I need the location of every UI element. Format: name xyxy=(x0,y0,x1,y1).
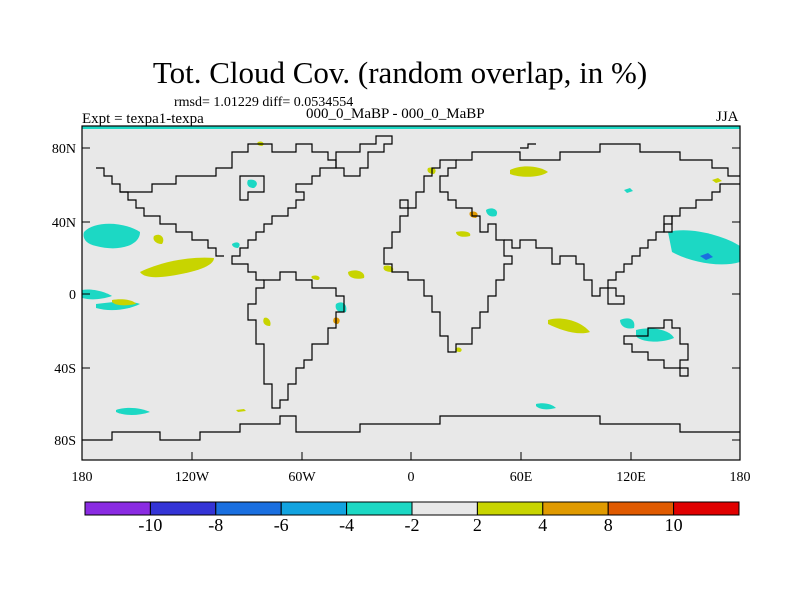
colorbar-box xyxy=(542,501,609,516)
patch-south-atlantic xyxy=(236,409,246,412)
lon-label: 120W xyxy=(175,470,210,485)
colorbar-label: -10 xyxy=(138,515,163,535)
lon-label: 0 xyxy=(408,470,415,485)
coast-arctic-island xyxy=(520,143,536,149)
colorbar-label: 10 xyxy=(664,515,683,535)
lat-label: 80N xyxy=(52,142,76,157)
lat-label: 40S xyxy=(54,362,76,377)
colorbar-label: -6 xyxy=(273,515,289,535)
coast-tasmania xyxy=(679,367,689,377)
coast-na-west xyxy=(120,191,224,257)
patch-siberia xyxy=(624,188,633,193)
lat-label: 80S xyxy=(54,434,76,449)
patch-hudson xyxy=(247,179,257,188)
lon-label: 180 xyxy=(730,470,751,485)
colorbar-box xyxy=(84,501,151,516)
comparison-subtitle: 000_0_MaBP - 000_0_MaBP xyxy=(306,106,485,122)
colorbar-label: -8 xyxy=(208,515,224,535)
lon-label: 180 xyxy=(72,470,93,485)
patch-atlantic-itcz xyxy=(348,270,365,279)
colorbar-box xyxy=(149,501,217,516)
rmsd-diff-stats: rmsd= 1.01229 diff= 0.0534554 xyxy=(174,95,354,110)
map-background xyxy=(82,126,740,460)
lat-labels: 80N 40N 0 40S 80S xyxy=(52,142,76,449)
coast-greenland xyxy=(335,135,393,177)
experiment-label: Expt = texpa1-texpa xyxy=(82,111,204,127)
lon-labels: 180 120W 60W 0 60E 120E 180 xyxy=(72,470,751,485)
anomaly-patches xyxy=(82,141,740,415)
colorbar-box xyxy=(607,501,675,516)
coast-south-america xyxy=(247,271,345,409)
colorbar-box xyxy=(673,501,740,516)
patch-africa-west xyxy=(383,265,394,272)
coast-hudson-bay xyxy=(239,175,265,201)
lat-label: 0 xyxy=(69,288,76,303)
patch-gulf xyxy=(232,242,240,248)
patch-south-africa xyxy=(455,347,462,352)
patch-equatorial-pacific xyxy=(140,257,214,278)
colorbar-box xyxy=(346,501,413,516)
colorbar xyxy=(84,501,740,516)
patch-mediterranean xyxy=(456,231,471,237)
coast-britain xyxy=(399,199,409,209)
patch-bering xyxy=(712,178,722,183)
patch-indonesia xyxy=(620,318,635,329)
patch-peru xyxy=(263,317,271,326)
season-label: JJA xyxy=(716,109,739,125)
patch-south-pacific xyxy=(116,407,150,415)
coast-north-america xyxy=(96,143,337,281)
patch-npacific-blue xyxy=(700,253,713,260)
colorbar-label: 8 xyxy=(603,515,613,535)
coast-se-asia xyxy=(607,287,625,305)
colorbar-label: -2 xyxy=(404,515,420,535)
patch-central-asia xyxy=(486,208,498,217)
coast-asia xyxy=(456,143,740,297)
patch-caribbean xyxy=(311,275,320,280)
patch-equatorial-west xyxy=(82,289,112,300)
patch-npacific-west xyxy=(83,223,140,249)
patch-itcz-west xyxy=(112,299,136,306)
colorbar-label: 2 xyxy=(472,515,482,535)
patch-south-indian xyxy=(536,403,556,410)
colorbar-label: 4 xyxy=(538,515,548,535)
coast-japan xyxy=(663,215,673,233)
colorbar-box xyxy=(215,501,282,516)
coast-antarctica xyxy=(82,415,740,441)
patch-indian-ocean xyxy=(548,318,590,334)
arctic-strip xyxy=(82,126,740,129)
coast-australia xyxy=(623,319,689,369)
patch-australia-north xyxy=(636,328,674,342)
coastlines xyxy=(82,135,740,441)
axis-ticks xyxy=(82,147,740,460)
patch-npacific-east xyxy=(668,230,740,265)
colorbar-label: -4 xyxy=(339,515,355,535)
figure-title: Tot. Cloud Cov. (random overlap, in %) xyxy=(152,55,648,90)
lat-label: 40N xyxy=(52,216,76,231)
lon-label: 60E xyxy=(510,470,533,485)
lon-label: 120E xyxy=(616,470,646,485)
patch-scandinavia xyxy=(510,166,548,177)
colorbar-box xyxy=(476,501,544,516)
lon-label: 60W xyxy=(288,470,316,485)
colorbar-box xyxy=(280,501,348,516)
patch-hawaii xyxy=(153,234,164,244)
colorbar-box xyxy=(411,501,478,516)
